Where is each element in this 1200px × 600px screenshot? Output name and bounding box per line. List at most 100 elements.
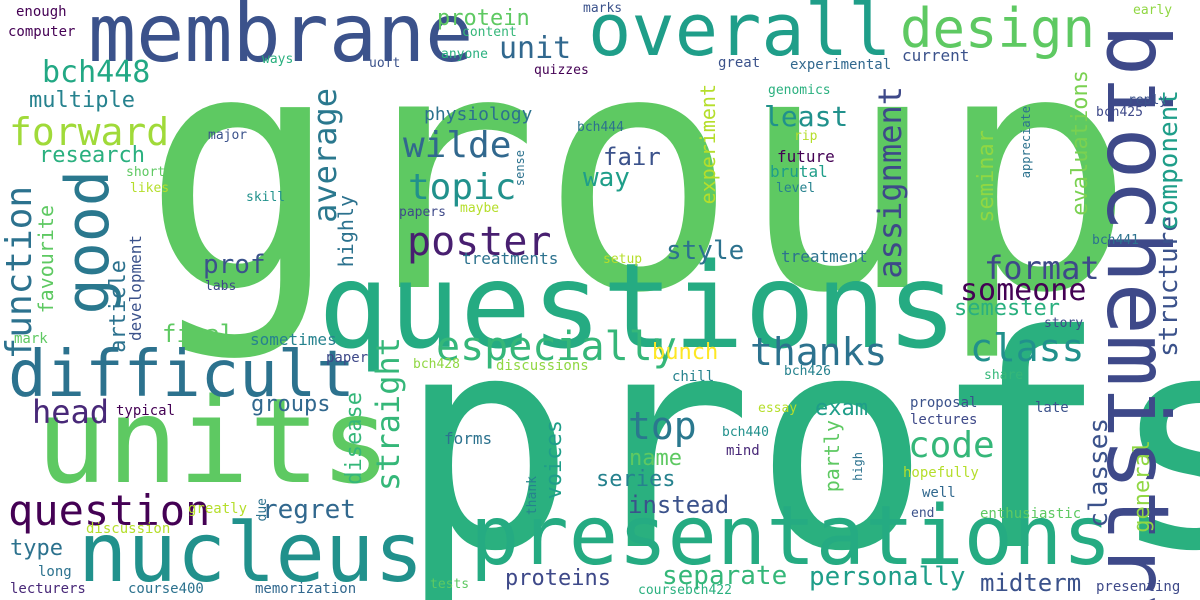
word-due: due xyxy=(255,498,270,522)
word-genomics: genomics xyxy=(768,83,831,98)
word-great: great xyxy=(718,55,761,71)
word-marks: marks xyxy=(583,1,623,16)
word-disease: disease xyxy=(342,392,367,485)
word-typical: typical xyxy=(116,403,176,419)
word-seminar: seminar xyxy=(974,130,999,223)
word-treatments: treatments xyxy=(462,249,559,268)
word-style: style xyxy=(666,236,745,266)
word-uoft: uoft xyxy=(369,56,401,71)
word-sometimes: sometimes xyxy=(250,330,337,349)
word-top: top xyxy=(628,404,697,448)
word-separate: separate xyxy=(662,561,788,591)
word-late: late xyxy=(1035,400,1069,416)
word-reply: reply xyxy=(1128,93,1168,108)
word-thanks: thanks xyxy=(750,330,888,374)
word-physiology: physiology xyxy=(424,104,533,125)
word-multiple: multiple xyxy=(29,88,135,113)
word-anyone: anyone xyxy=(441,47,488,62)
word-favourite: favourite xyxy=(34,205,58,314)
word-course400: course400 xyxy=(128,581,204,597)
word-unit: unit xyxy=(499,31,572,66)
word-general: general xyxy=(1130,440,1155,533)
word-skill: skill xyxy=(246,190,286,205)
word-poster: poster xyxy=(407,219,552,265)
word-greatly: greatly xyxy=(188,501,248,517)
word-bunch: bunch xyxy=(652,340,719,365)
word-classes: classes xyxy=(1084,418,1114,528)
word-semester: semester xyxy=(954,296,1060,321)
word-future: future xyxy=(777,147,835,166)
word-personally: personally xyxy=(809,562,966,592)
word-end: end xyxy=(911,506,935,521)
word-presentations: presentations xyxy=(470,489,1112,584)
word-component: component xyxy=(1154,90,1184,231)
word-bch426: bch426 xyxy=(784,364,831,379)
word-especially: especially xyxy=(436,324,677,370)
word-presenting: presenting xyxy=(1096,579,1181,595)
word-groups: groups xyxy=(251,392,331,417)
word-high: high xyxy=(851,452,865,481)
word-discussion: discussion xyxy=(86,521,171,537)
word-questions: questions xyxy=(318,237,958,375)
word-final: final xyxy=(162,320,235,348)
word-class: class xyxy=(970,326,1085,370)
word-story: story xyxy=(1044,316,1084,331)
word-group: group xyxy=(142,0,1136,365)
word-exam: exam xyxy=(815,396,868,421)
word-fair: fair xyxy=(603,143,661,171)
word-appreciate: appreciate xyxy=(1019,106,1033,179)
word-lecturers: lecturers xyxy=(10,581,86,597)
word-long: long xyxy=(38,564,72,580)
word-mind: mind xyxy=(726,443,760,459)
word-computer: computer xyxy=(8,24,76,40)
word-enthusiastic: enthusiastic xyxy=(980,506,1082,522)
word-assignment: assignment xyxy=(871,86,909,279)
word-enough: enough xyxy=(16,4,67,20)
word-forward: forward xyxy=(9,110,170,154)
word-quizzes: quizzes xyxy=(534,63,589,78)
word-treatment: treatment xyxy=(781,247,868,266)
word-structure: structure xyxy=(1154,216,1184,357)
word-bch425: bch425 xyxy=(1096,105,1143,120)
word-coursebch422: coursebch422 xyxy=(638,583,732,598)
word-experimental: experimental xyxy=(790,57,892,73)
word-format: format xyxy=(984,249,1100,287)
word-regret: regret xyxy=(262,495,356,525)
word-likes: likes xyxy=(130,181,170,196)
word-papers: papers xyxy=(399,205,446,220)
word-question: question xyxy=(8,486,211,535)
word-memorization: memorization xyxy=(255,581,357,597)
word-voices: voices xyxy=(542,420,567,500)
word-sense: sense xyxy=(513,150,527,187)
word-discussions: discussions xyxy=(496,358,589,374)
word-partly: partly xyxy=(820,420,844,493)
word-short: short xyxy=(126,165,166,180)
word-nucleus: nucleus xyxy=(78,506,424,600)
word-major: major xyxy=(208,128,248,143)
word-type: type xyxy=(10,536,63,561)
word-bch440: bch440 xyxy=(722,425,769,440)
word-midterm: midterm xyxy=(980,569,1082,597)
word-hopefully: hopefully xyxy=(903,465,979,481)
word-rip: rip xyxy=(794,129,818,144)
word-instead: instead xyxy=(628,491,730,519)
word-design: design xyxy=(900,0,1096,60)
word-brutal: brutal xyxy=(770,162,828,181)
word-maybe: maybe xyxy=(460,201,500,216)
word-setup: setup xyxy=(603,252,643,267)
word-mark: mark xyxy=(14,331,48,347)
word-proposal: proposal xyxy=(910,395,978,411)
word-way: way xyxy=(583,163,630,193)
word-development: development xyxy=(126,235,145,341)
word-early: early xyxy=(1133,3,1173,18)
word-lectures: lectures xyxy=(910,412,978,428)
word-content: content xyxy=(462,25,517,40)
word-chill: chill xyxy=(672,369,715,385)
word-topic: topic xyxy=(408,167,517,208)
word-straight: straight xyxy=(369,337,407,492)
word-least: least xyxy=(764,100,849,133)
word-thank: thank xyxy=(525,476,540,516)
word-head: head xyxy=(32,393,110,431)
word-someone: someone xyxy=(960,273,1087,308)
